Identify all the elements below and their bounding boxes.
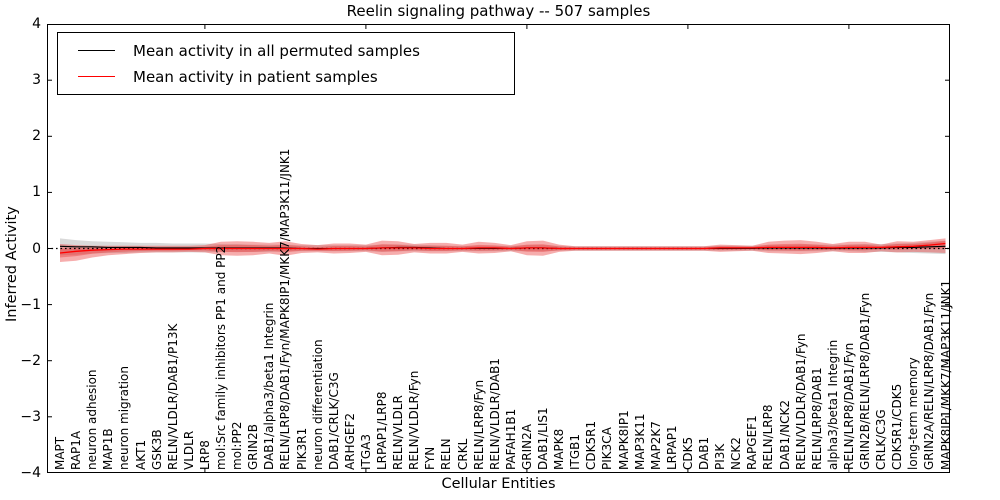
entity-label: RELN/LRP8/DAB1 [809, 367, 824, 470]
y-tick-label: −1 [20, 296, 41, 313]
entity-label: RELN/LRP8/Fyn [471, 379, 486, 470]
legend-item-permuted: Mean activity in all permuted samples [70, 41, 502, 61]
entity-label: LRPAP1/LRP8 [375, 391, 389, 470]
entity-label: RELN [439, 438, 454, 470]
patient-line-swatch [78, 76, 115, 77]
y-tick-label: −2 [20, 352, 41, 369]
entity-label: RELN/VLDLR/DAB1 [487, 358, 502, 470]
entity-label: MAP3K11 [632, 413, 647, 470]
entity-label: MAPT [53, 436, 67, 470]
entity-label: DAB1/LIS1 [536, 407, 550, 470]
entity-label: ARHGEF2 [342, 413, 357, 470]
entity-label: alpha3/beta1 Integrin [825, 339, 840, 470]
entity-label: neuron migration [117, 366, 132, 470]
permuted-line-swatch [78, 50, 115, 51]
entity-label: mol:PP2 [230, 421, 245, 470]
x-axis-title: Cellular Entities [441, 476, 556, 492]
plot-canvas [47, 24, 950, 473]
entity-label: GRIN2B/RELN/LRP8/DAB1/Fyn [858, 292, 872, 470]
entity-label: long-term memory [906, 357, 921, 470]
entity-label: neuron adhesion [85, 369, 100, 470]
entity-label: MAP2K7 [648, 421, 663, 470]
entity-label: MAP1B [101, 428, 116, 470]
entity-label: CDK5 [680, 436, 695, 470]
entity-label: PIK3R1 [294, 427, 309, 470]
y-tick-label: 3 [32, 72, 41, 89]
entity-label: DAB1/CRLK/C3G [326, 372, 341, 470]
entity-label: RELN/LRP8/DAB1/Fyn/MAPK8IP1/MKK7/MAP3K11… [278, 148, 293, 470]
entity-label: ITGA3 [358, 433, 373, 470]
entity-label: GRIN2A/RELN/LRP8/DAB1/Fyn [922, 292, 937, 470]
entity-label: GSK3B [149, 429, 164, 470]
entity-label: MAPK8IP1 [616, 410, 631, 470]
entity-label: RELN/VLDLR/DAB1/P13K [165, 323, 180, 470]
chart-title: Reelin signaling pathway -- 507 samples [346, 2, 651, 20]
entity-label: neuron differentiation [310, 339, 325, 470]
entity-label: RAPGEF1 [745, 415, 760, 470]
entity-label: CRLK/C3G [874, 409, 889, 470]
entity-label: RELN/VLDLR [391, 395, 406, 470]
legend-label-patient: Mean activity in patient samples [133, 67, 378, 86]
legend-item-patient: Mean activity in patient samples [70, 67, 502, 87]
legend-label-permuted: Mean activity in all permuted samples [133, 41, 420, 60]
entity-label: PI3K [713, 443, 728, 470]
entity-label: RELN/VLDLR/Fyn [407, 370, 422, 470]
y-tick-label: −3 [20, 408, 41, 425]
entity-label: PAFAH1B1 [503, 408, 518, 470]
entity-label: MAPK8IP1/MKK7/MAP3K11/JNK1 [938, 279, 953, 470]
entity-label: RAP1A [69, 430, 84, 470]
entity-label: LRPAP1 [664, 425, 679, 470]
entity-label: AKT1 [133, 439, 148, 470]
entity-label: DAB1/NCK2 [777, 399, 792, 470]
entity-label: mol:Src family inhibitors PP1 and PP2 [214, 245, 228, 470]
entity-label: LRP8 [197, 440, 212, 470]
entity-label: RELN/LRP8 [761, 404, 776, 470]
y-tick-label: 1 [32, 184, 41, 201]
entity-label: PIK3CA [600, 427, 615, 470]
entity-label: GRIN2A [519, 424, 534, 470]
entity-label: RELN/LRP8/DAB1/Fyn [841, 342, 856, 470]
legend: Mean activity in all permuted samples Me… [57, 32, 515, 95]
entity-label: FYN [423, 446, 438, 470]
entity-label: ITGB1 [568, 433, 583, 470]
y-tick-label: 0 [32, 240, 41, 257]
entity-label: RELN/VLDLR/DAB1/Fyn [793, 333, 808, 470]
entity-label: MAPK8 [552, 428, 567, 470]
entity-label: GRIN2B [246, 423, 261, 470]
entity-label: DAB1 [697, 436, 711, 470]
y-axis-title: Inferred Activity [4, 206, 20, 322]
entity-label: CDK5R1 [584, 420, 599, 470]
entity-label: NCK2 [729, 437, 744, 470]
y-tick-label: 4 [32, 16, 41, 33]
entity-label: DAB1/alpha3/beta1 Integrin [262, 302, 277, 470]
entity-label: CRKL [455, 438, 470, 470]
y-tick-label: −4 [20, 464, 41, 481]
y-tick-label: 2 [32, 128, 41, 145]
entity-label: CDK5R1/CDK5 [890, 383, 905, 470]
entity-label: VLDLR [181, 430, 196, 470]
